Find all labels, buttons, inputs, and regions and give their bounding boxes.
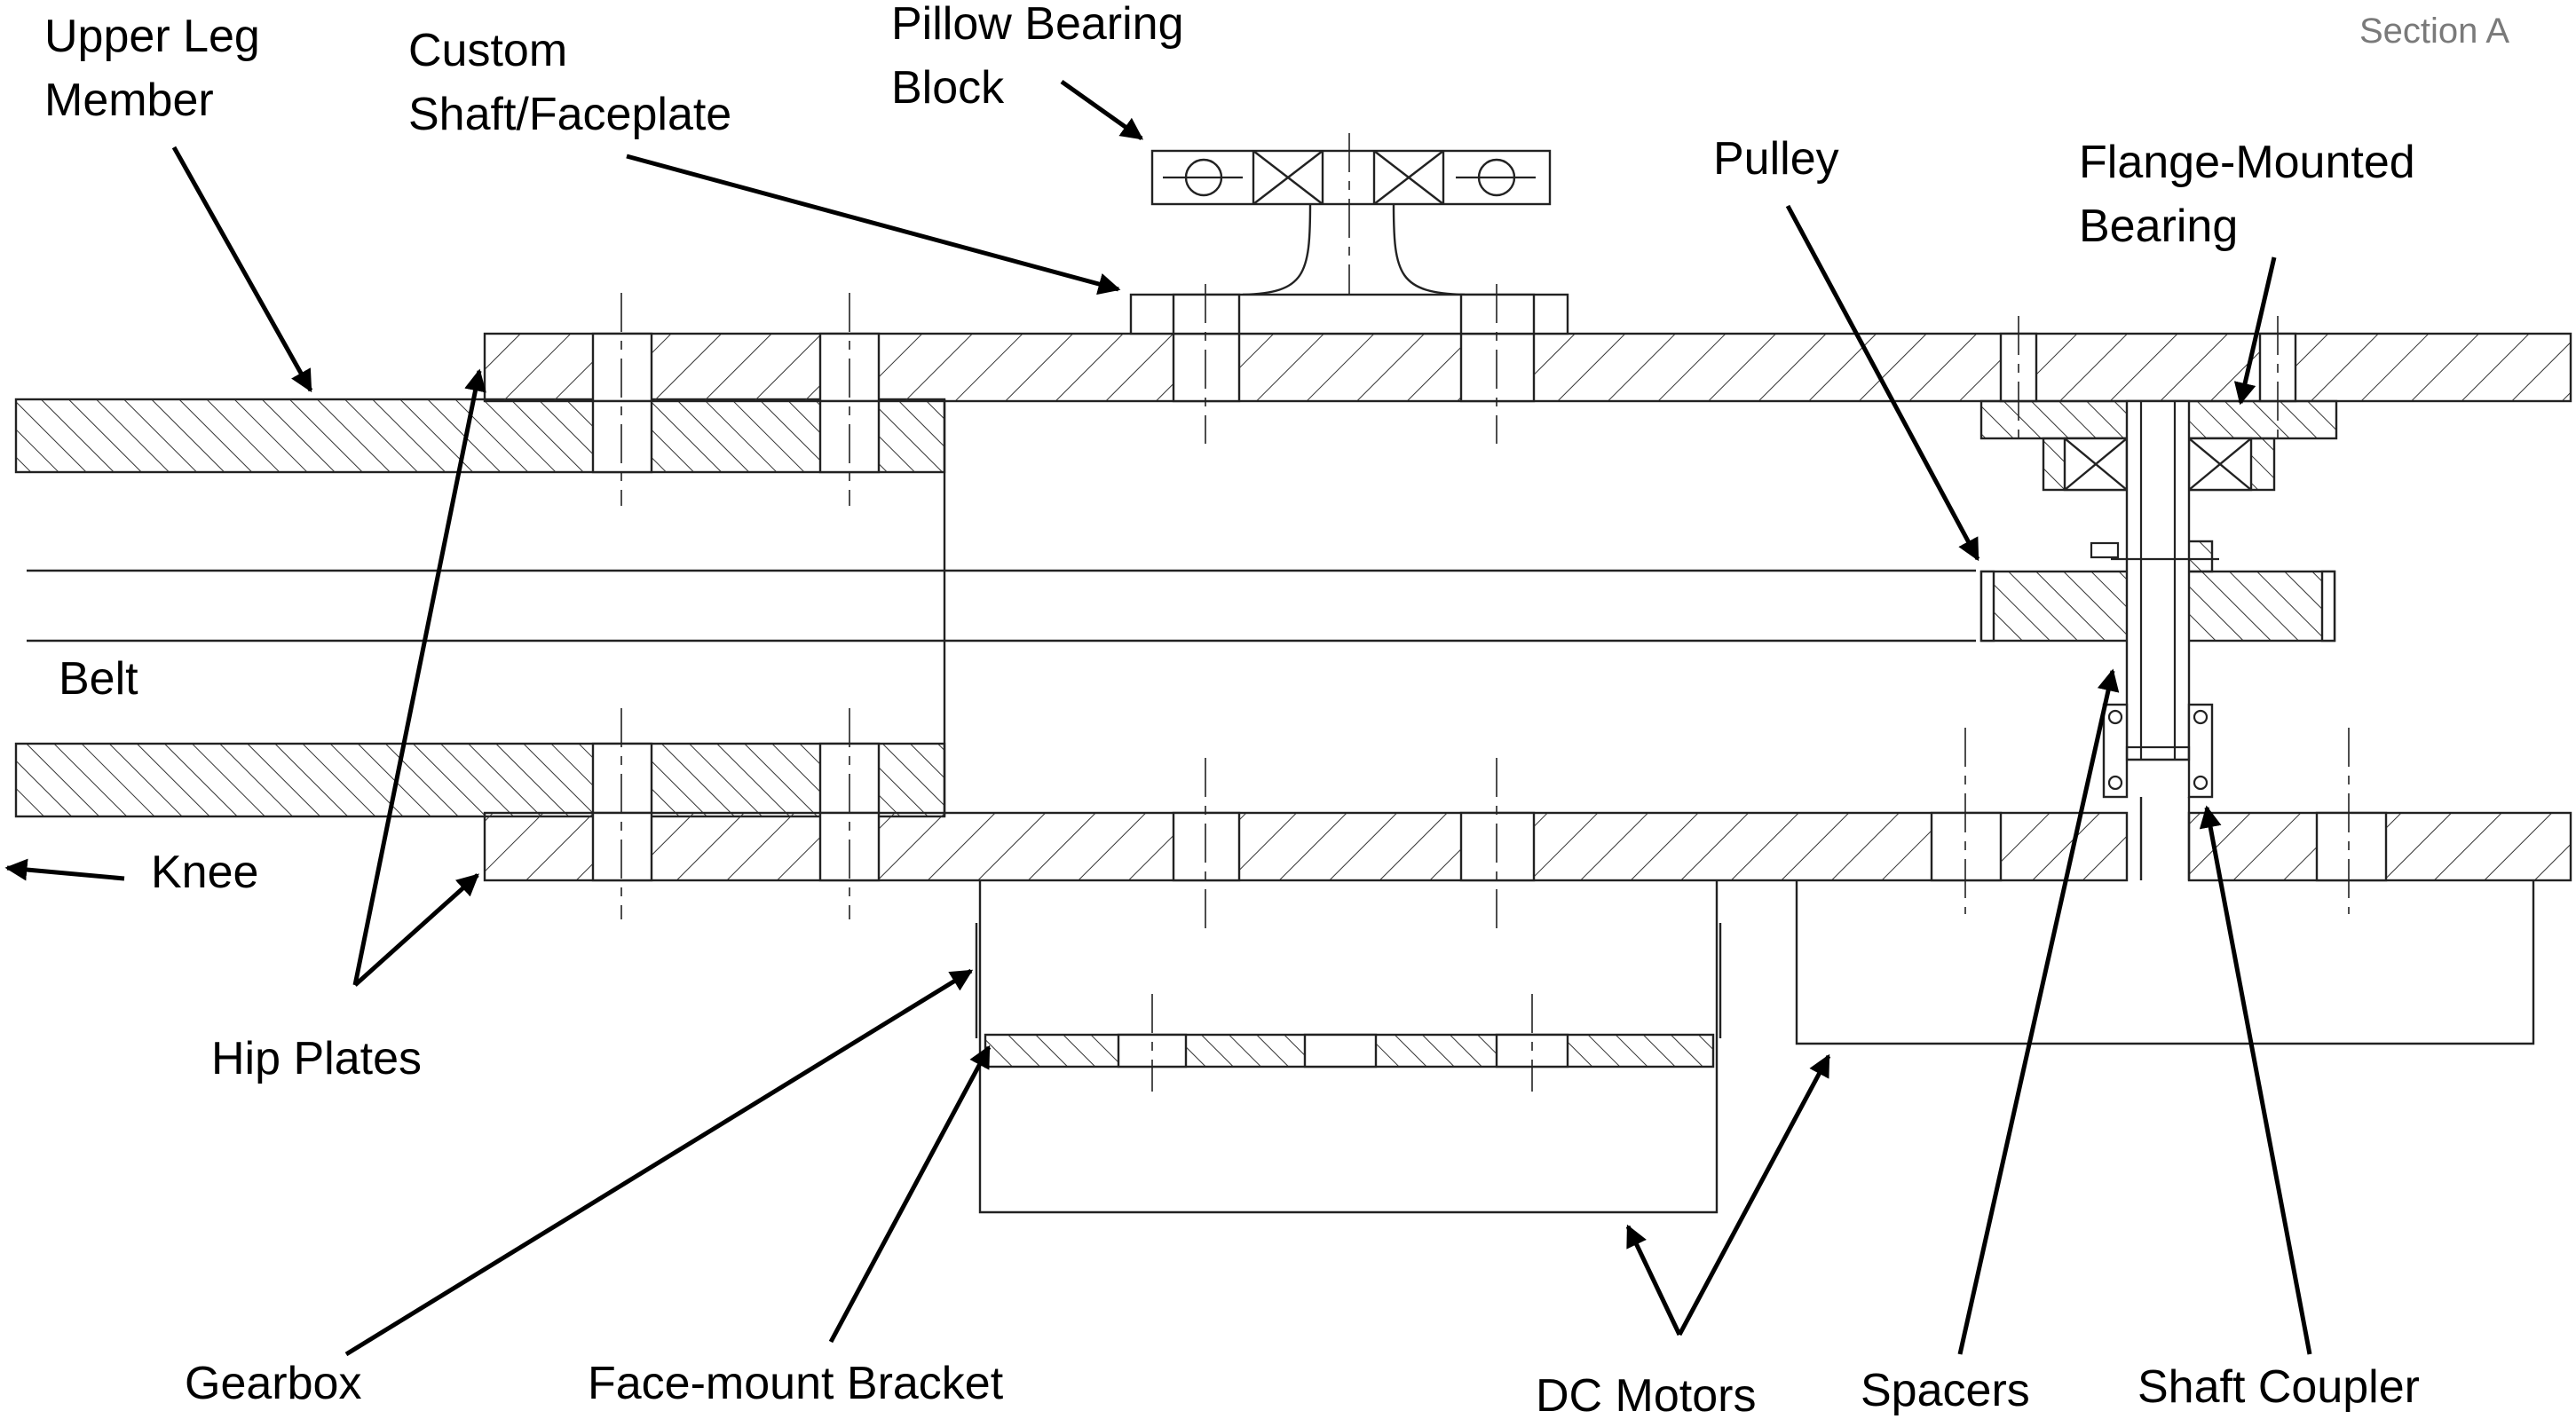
- arrow-face-mount: [828, 1045, 992, 1344]
- face-mount-bracket: [984, 994, 1715, 1092]
- arrow-knee: [4, 858, 125, 881]
- arrow-flange-bearing: [2233, 256, 2277, 406]
- callout-labels: Section A Upper Leg Member Custom Shaft/…: [44, 0, 2509, 1422]
- label-custom-shaft-line2: Shaft/Faceplate: [408, 89, 731, 140]
- label-gearbox: Gearbox: [185, 1358, 361, 1409]
- arrow-pillow-block: [1060, 79, 1144, 141]
- label-flange-line2: Bearing: [2079, 201, 2238, 252]
- label-face-mount: Face-mount Bracket: [588, 1358, 1004, 1409]
- label-spacers: Spacers: [1861, 1365, 2030, 1416]
- label-shaft-coupler: Shaft Coupler: [2137, 1361, 2420, 1413]
- arrow-shaft-coupler: [2199, 805, 2312, 1355]
- arrow-upper-leg: [171, 146, 313, 393]
- arrow-pulley: [1785, 204, 1980, 562]
- label-flange-line1: Flange-Mounted: [2079, 137, 2415, 188]
- arrow-spacers: [1957, 668, 2120, 1355]
- label-custom-shaft-line1: Custom: [408, 25, 567, 76]
- label-pillow-line2: Block: [891, 62, 1005, 114]
- shaft-coupler: [2102, 703, 2214, 880]
- bolt-centerlines: [620, 293, 2350, 932]
- dc-motor-housing: [1795, 880, 2535, 1045]
- output-shaft: [2090, 399, 2219, 761]
- label-upper-leg-line1: Upper Leg: [44, 11, 260, 62]
- label-upper-leg-line2: Member: [44, 75, 214, 126]
- label-knee: Knee: [151, 847, 258, 898]
- arrow-dc-motor-1: [1625, 1224, 1682, 1336]
- pillow-bearing-block: [1150, 133, 1552, 328]
- label-belt: Belt: [59, 653, 138, 705]
- label-pulley: Pulley: [1713, 133, 1839, 185]
- arrow-hip-plate-top: [352, 368, 486, 986]
- arrow-gearbox: [344, 968, 974, 1357]
- label-hip-plates: Hip Plates: [211, 1033, 422, 1084]
- arrow-hip-plate-bottom: [353, 873, 479, 987]
- belt: [27, 569, 1976, 643]
- arrow-custom-shaft: [626, 154, 1121, 296]
- upper-leg-member: [14, 398, 946, 818]
- arrow-dc-motor-2: [1677, 1053, 1831, 1336]
- hip-plate-bottom: [483, 742, 2572, 882]
- leader-arrows: [4, 79, 2312, 1357]
- label-dc-motors: DC Motors: [1536, 1370, 1756, 1422]
- section-label: Section A: [2359, 12, 2509, 51]
- label-pillow-line1: Pillow Bearing: [891, 0, 1184, 50]
- custom-shaft-faceplate: [1129, 284, 1569, 444]
